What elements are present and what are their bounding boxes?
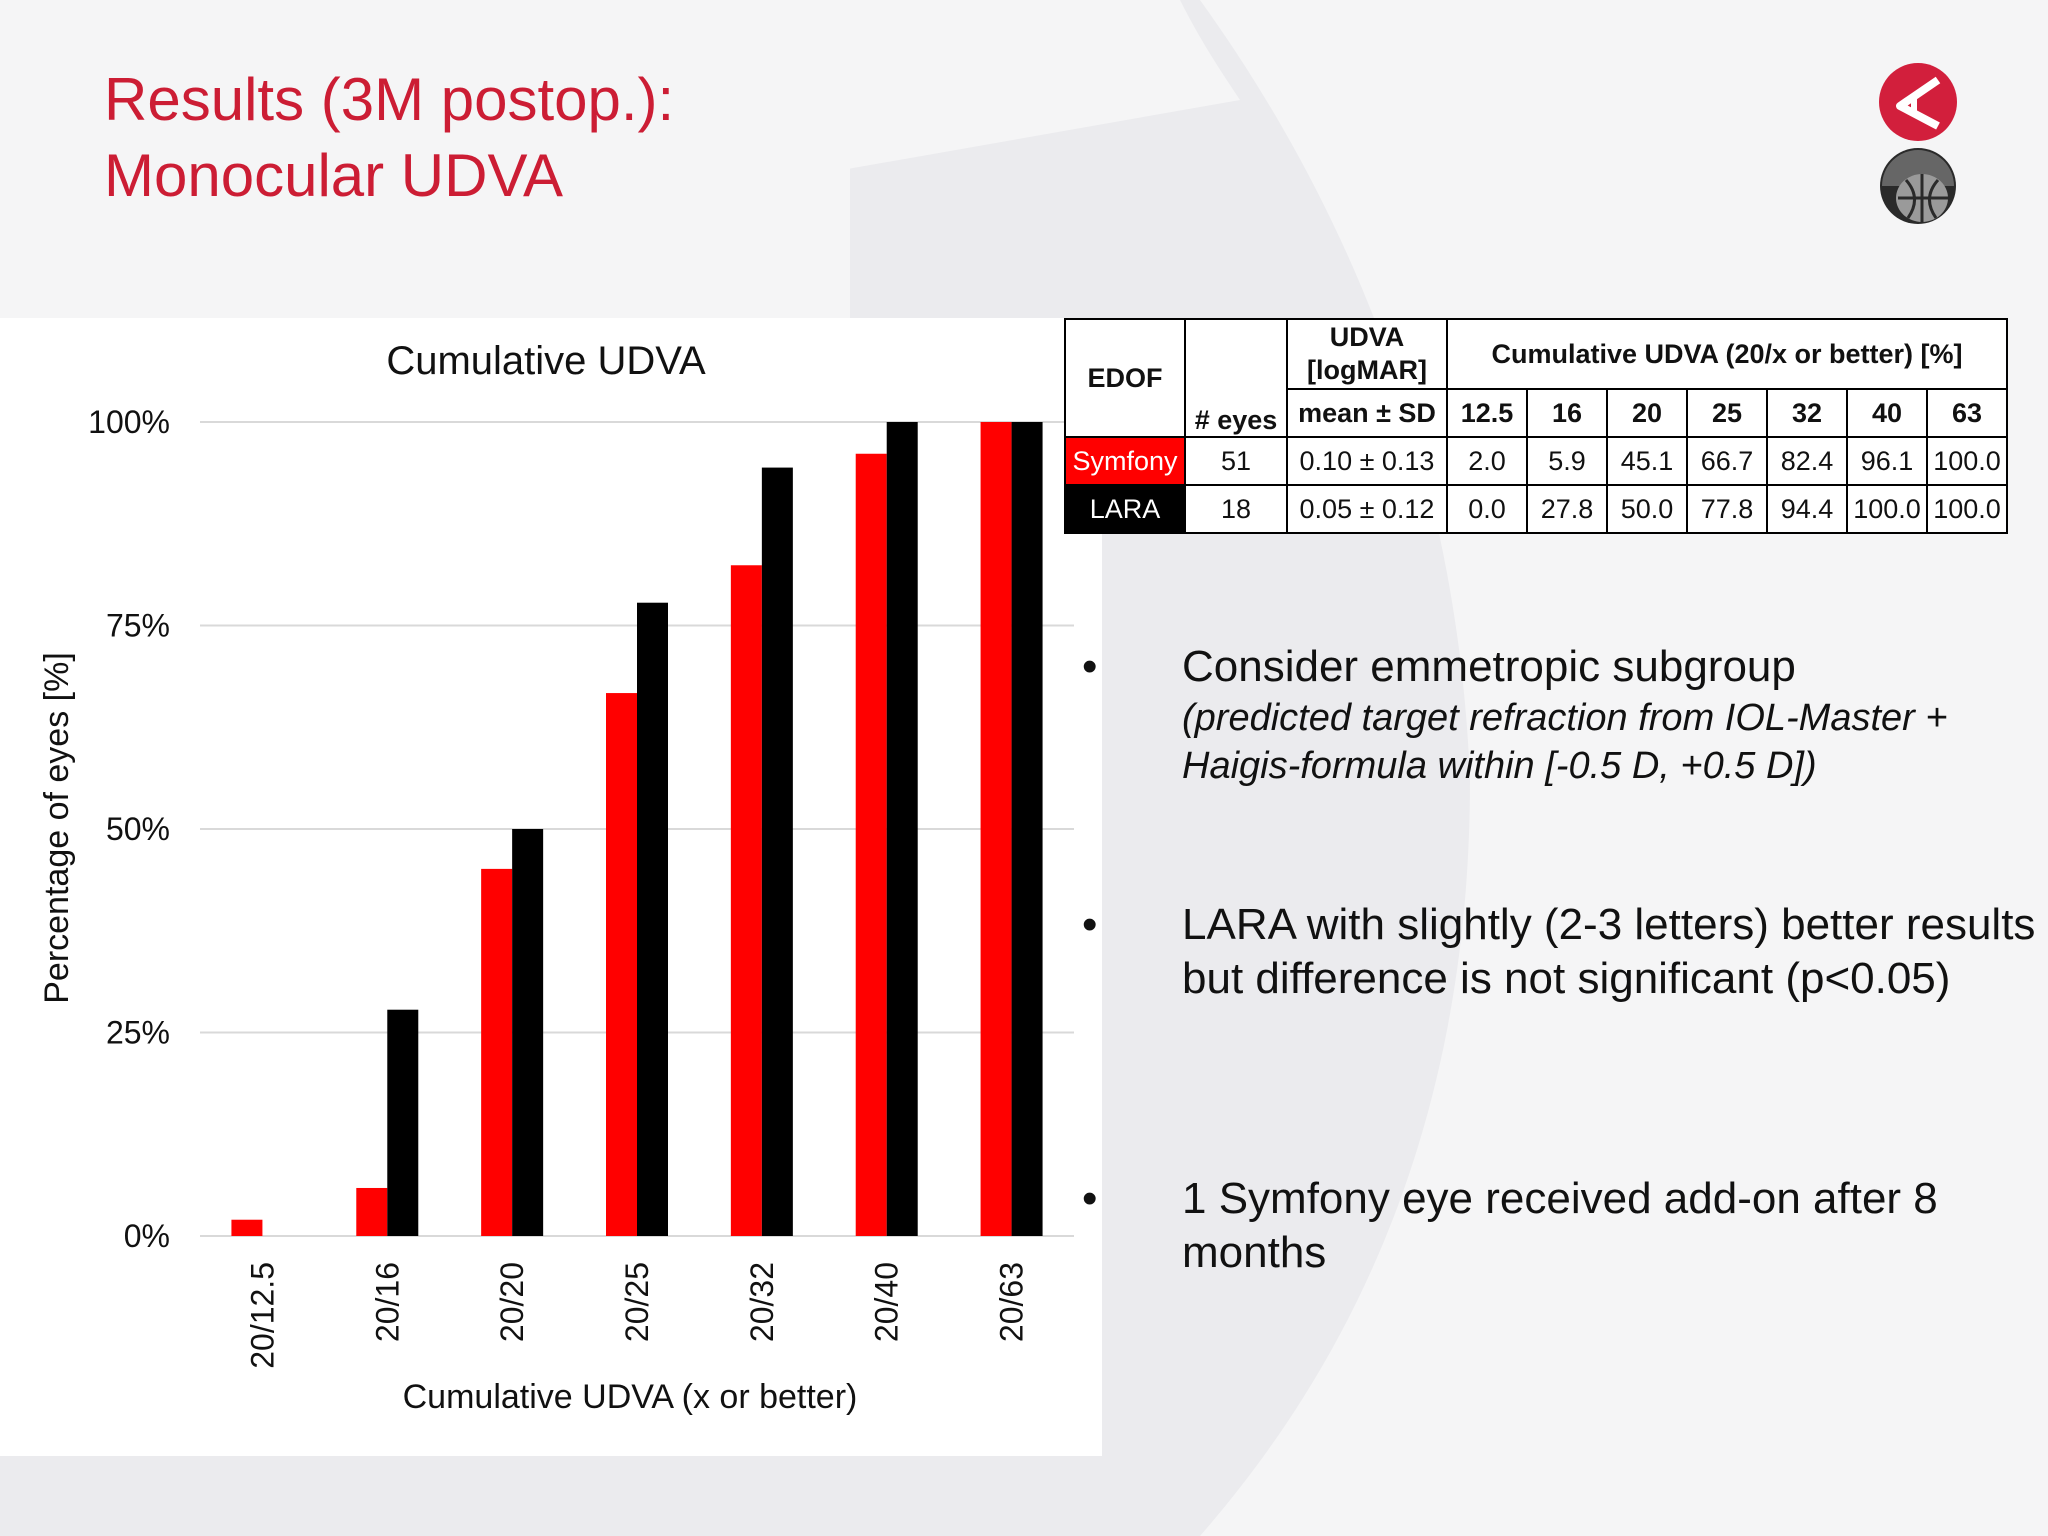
table-row-symfony: Symfony 51 0.10 ± 0.13 2.0 5.9 45.1 66.7… (1064, 436, 2008, 486)
cell-udva: 0.10 ± 0.13 (1286, 436, 1448, 486)
cell-value: 0.0 (1446, 484, 1528, 534)
x-tick-label: 20/25 (619, 1262, 655, 1342)
cell-value: 5.9 (1526, 436, 1608, 486)
bar-lara-20-20 (512, 829, 544, 1236)
header-col-25: 25 (1686, 388, 1768, 438)
header-mean-sd: mean ± SD (1286, 388, 1448, 438)
slide-title-line-1: Results (3M postop.): (104, 66, 675, 133)
chart-panel: 0% 25% 50% 75% 100% 20/12.5 20/16 20/20 20/25 20/… (0, 318, 1102, 1456)
header-eyes: # eyes (1184, 318, 1288, 438)
header-col-12-5: 12.5 (1446, 388, 1528, 438)
bullet-subtext: (predicted target refraction from IOL-Ma… (1182, 697, 1948, 787)
cumulative-udva-chart: 0% 25% 50% 75% 100% 20/12.5 20/16 20/20 20/25 20/… (38, 339, 1074, 1416)
cell-value: 77.8 (1686, 484, 1768, 534)
cell-eyes: 51 (1184, 436, 1288, 486)
cell-value: 2.0 (1446, 436, 1528, 486)
bar-lara-20-16 (387, 1009, 419, 1236)
cell-value: 45.1 (1606, 436, 1688, 486)
cell-eyes: 18 (1184, 484, 1288, 534)
y-axis-title: Percentage of eyes [%] (38, 652, 76, 1004)
x-tick-label: 20/40 (869, 1262, 905, 1342)
bullet-text: 1 Symfony eye received add-on after 8 mo… (1182, 1174, 1938, 1277)
y-tick-label: 25% (106, 1015, 170, 1051)
bullet-text: Consider emmetropic subgroup (1182, 642, 1796, 691)
slide-title-line-2: Monocular UDVA (104, 142, 564, 209)
bar-symfony-20-40 (855, 453, 887, 1237)
x-axis-title: Cumulative UDVA (x or better) (403, 1378, 858, 1416)
x-tick-label: 20/16 (369, 1262, 405, 1342)
bar-lara-20-32 (761, 467, 793, 1236)
x-tick-label: 20/20 (494, 1262, 530, 1342)
bullet-text: LARA with slightly (2-3 letters) better … (1182, 900, 2036, 1003)
bar-symfony-20-20 (481, 868, 513, 1236)
cell-value: 96.1 (1846, 436, 1928, 486)
cell-udva: 0.05 ± 0.12 (1286, 484, 1448, 534)
udva-results-table: EDOF # eyes UDVA [logMAR] Cumulative UDV… (1064, 318, 2008, 534)
cell-value: 100.0 (1926, 436, 2008, 486)
y-tick-label: 100% (88, 404, 170, 440)
cell-value: 27.8 (1526, 484, 1608, 534)
y-tick-label: 75% (106, 608, 170, 644)
bar-symfony-20-12-5 (231, 1219, 263, 1236)
header-cumulative: Cumulative UDVA (20/x or better) [%] (1446, 318, 2008, 390)
bar-symfony-20-63 (980, 422, 1012, 1236)
header-col-20: 20 (1606, 388, 1688, 438)
x-tick-label: 20/63 (994, 1262, 1030, 1342)
a-logo-icon (1879, 63, 1957, 141)
y-tick-label: 50% (106, 811, 170, 847)
bar-symfony-20-32 (730, 565, 762, 1236)
bullet-marker: • (1082, 900, 1098, 949)
x-tick-label: 20/12.5 (244, 1262, 280, 1369)
cell-value: 66.7 (1686, 436, 1768, 486)
header-udva: UDVA [logMAR] (1286, 318, 1448, 390)
table-row-lara: LARA 18 0.05 ± 0.12 0.0 27.8 50.0 77.8 9… (1064, 484, 2008, 534)
cell-edof: LARA (1064, 484, 1186, 534)
bar-symfony-20-16 (356, 1187, 388, 1236)
bullet-marker: • (1082, 642, 1098, 691)
bar-lara-20-63 (1011, 422, 1043, 1236)
cell-value: 94.4 (1766, 484, 1848, 534)
cell-value: 50.0 (1606, 484, 1688, 534)
cell-value: 100.0 (1926, 484, 2008, 534)
bar-lara-20-40 (886, 422, 918, 1236)
x-tick-label: 20/32 (744, 1262, 780, 1342)
cell-value: 82.4 (1766, 436, 1848, 486)
chart-bars (231, 422, 1043, 1237)
bullet-marker: • (1082, 1174, 1098, 1223)
bar-symfony-20-25 (606, 693, 637, 1236)
cell-edof: Symfony (1064, 436, 1186, 486)
chart-labels: 0% 25% 50% 75% 100% 20/12.5 20/16 20/20 20/25 20/… (88, 404, 1029, 1369)
globe-logo-icon (1880, 148, 1956, 224)
header-col-40: 40 (1846, 388, 1928, 438)
chart-title: Cumulative UDVA (386, 339, 706, 383)
header-col-16: 16 (1526, 388, 1608, 438)
cell-value: 100.0 (1846, 484, 1928, 534)
y-tick-label: 0% (124, 1218, 170, 1254)
header-col-63: 63 (1926, 388, 2008, 438)
header-col-32: 32 (1766, 388, 1848, 438)
header-edof: EDOF (1064, 318, 1186, 438)
bar-lara-20-25 (637, 602, 668, 1236)
